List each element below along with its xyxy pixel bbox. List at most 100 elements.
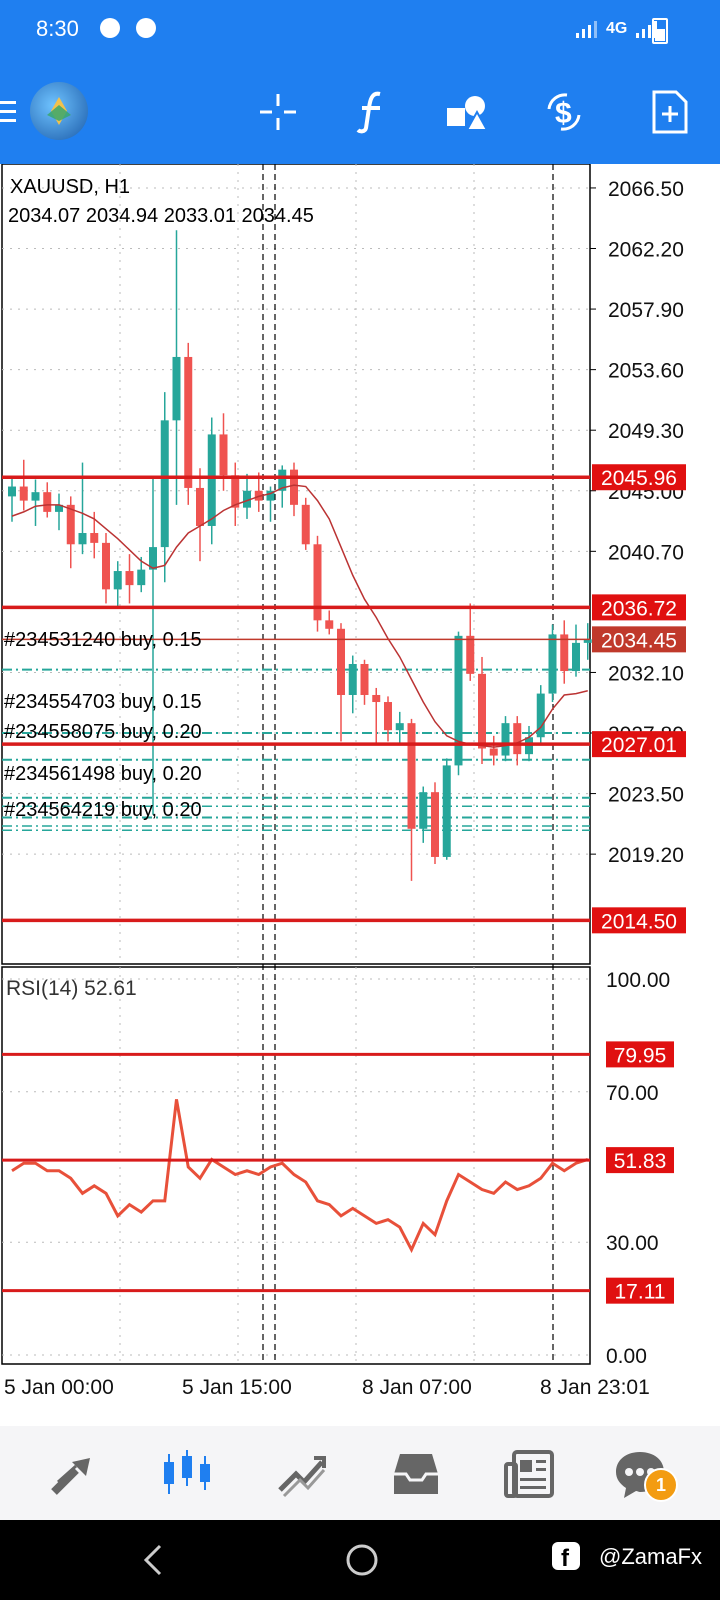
candle-body — [395, 723, 404, 731]
time-axis-label: 5 Jan 00:00 — [4, 1376, 114, 1399]
candle-body — [196, 487, 204, 526]
quotes-icon[interactable] — [46, 1446, 102, 1502]
candle-body — [125, 571, 134, 586]
trade-icon[interactable]: $ — [534, 82, 594, 142]
rsi-tick-label: 70.00 — [606, 1082, 659, 1105]
price-level-label: 2014.50 — [601, 910, 677, 933]
rsi-line — [11, 1099, 589, 1254]
news-icon[interactable] — [502, 1446, 558, 1502]
candle-body — [560, 634, 569, 672]
candle-body — [160, 420, 169, 548]
history-icon[interactable] — [388, 1446, 444, 1502]
candle-body — [572, 642, 580, 672]
candle-body — [102, 542, 110, 590]
candle-body — [184, 356, 193, 488]
chart-area[interactable]: 2066.50 2062.20 2057.90 2053.60 2049.30 2045.… — [0, 164, 720, 1426]
status-bar: 8:30 4G — [0, 0, 720, 60]
clock: 8:30 — [36, 16, 79, 41]
signal-icon — [576, 21, 597, 38]
new-order-icon[interactable] — [640, 82, 700, 142]
watermark: @ZamaFx — [598, 1544, 702, 1569]
price-tick-label: 2049.30 — [608, 420, 684, 443]
candle-body — [384, 702, 392, 731]
candle-body — [19, 486, 28, 501]
price-tick-label: 2019.20 — [608, 844, 684, 867]
candle-body — [583, 639, 592, 643]
candle-body — [372, 694, 381, 703]
messenger-icon-2 — [136, 18, 156, 38]
network-label: 4G — [606, 20, 628, 37]
candle-body — [90, 533, 99, 543]
order-label: #234531240 buy, 0.15 — [4, 629, 202, 651]
rsi-level-tag — [606, 1277, 674, 1304]
candle-body — [442, 765, 451, 857]
price-tick-label: 2062.20 — [608, 239, 684, 262]
candle-body — [207, 434, 216, 526]
candle-body — [78, 533, 87, 545]
candle-body — [513, 723, 522, 755]
price-tick-label: 2053.60 — [608, 360, 684, 383]
candle-body — [348, 664, 357, 695]
price-level-tag — [592, 464, 686, 491]
candle-body — [66, 504, 75, 545]
toolbar: $ — [0, 60, 720, 164]
candle-body — [31, 492, 40, 501]
rsi-level-label: 17.11 — [615, 1281, 666, 1304]
price-level-label: 2036.72 — [601, 597, 677, 620]
candle-body — [466, 635, 475, 674]
price-chart[interactable]: 2066.50 2062.20 2057.90 2053.60 2049.30 2045.… — [0, 164, 720, 1426]
candle-body — [337, 628, 345, 695]
candle-body — [325, 620, 334, 629]
rsi-tick-label: 30.00 — [606, 1232, 659, 1255]
candle-body — [431, 792, 439, 857]
time-axis-label: 8 Jan 23:01 — [540, 1376, 650, 1399]
order-label: #234564219 buy, 0.20 — [4, 799, 202, 821]
rsi-level-label: 51.83 — [614, 1150, 667, 1173]
price-level-label: 2034.45 — [601, 629, 677, 652]
candle-body — [489, 748, 498, 756]
facebook-icon: f — [552, 1542, 580, 1570]
ohlc-values: 2034.07 2034.94 2033.01 2034.45 — [8, 205, 314, 227]
time-axis-label: 5 Jan 15:00 — [182, 1376, 292, 1399]
chart-icon[interactable] — [160, 1446, 216, 1502]
trade-nav-icon[interactable] — [274, 1446, 330, 1502]
chat-icon[interactable]: 1 — [612, 1446, 678, 1502]
back-icon[interactable] — [138, 1542, 168, 1578]
objects-icon[interactable] — [438, 82, 498, 142]
indicators-icon[interactable] — [342, 82, 402, 142]
chat-badge: 1 — [644, 1468, 678, 1502]
bottom-navigation: 1 — [0, 1426, 720, 1520]
price-tick-label: 2066.50 — [608, 178, 684, 201]
home-icon[interactable] — [344, 1542, 380, 1578]
candle-body — [8, 486, 16, 497]
moving-average-line — [11, 484, 588, 748]
messenger-icon — [100, 18, 120, 38]
price-level-tag — [592, 594, 686, 621]
rsi-tick-label: 0.00 — [606, 1345, 647, 1368]
price-tick-label: 2040.70 — [608, 541, 684, 564]
candle-body — [290, 469, 298, 505]
candle-body — [536, 693, 545, 738]
candle-body — [313, 544, 322, 621]
candle-body — [243, 490, 251, 508]
order-label: #234558075 buy, 0.20 — [4, 721, 202, 743]
price-level-tag — [592, 731, 686, 758]
candle-body — [548, 634, 557, 694]
candle-body — [266, 490, 275, 501]
crosshair-icon[interactable] — [248, 82, 308, 142]
svg-text:f: f — [561, 1545, 570, 1570]
order-label: #234561498 buy, 0.20 — [4, 763, 202, 785]
system-navigation: f @ZamaFx — [0, 1520, 720, 1600]
price-level-tag — [592, 907, 686, 934]
candle-body — [360, 664, 369, 695]
rsi-title: RSI(14) 52.61 — [6, 977, 137, 1000]
rsi-plot-frame — [1, 966, 591, 1365]
rsi-tick-label: 100.00 — [606, 969, 670, 992]
time-axis-label: 8 Jan 07:00 — [362, 1376, 472, 1399]
svg-text:$: $ — [555, 97, 572, 130]
candle-body — [113, 571, 122, 590]
order-label: #234554703 buy, 0.15 — [4, 691, 202, 713]
menu-icon[interactable] — [0, 82, 28, 142]
main-plot-frame — [1, 164, 591, 965]
metatrader-logo[interactable] — [30, 82, 88, 140]
